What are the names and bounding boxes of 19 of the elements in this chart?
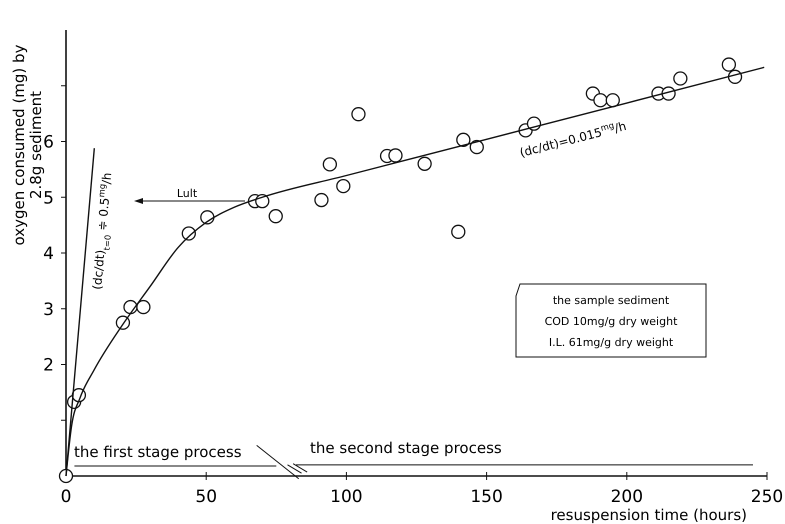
y-tick-label: 6 bbox=[43, 132, 54, 152]
y-tick-label: 3 bbox=[43, 300, 54, 320]
annotation: the first stage process bbox=[74, 443, 242, 461]
x-tick-label: 0 bbox=[60, 487, 72, 507]
annotation: I.L. 61mg/g dry weight bbox=[548, 336, 674, 349]
x-tick-label: 250 bbox=[750, 487, 784, 507]
x-tick-label: 150 bbox=[470, 487, 503, 507]
annotation: Lult bbox=[176, 187, 198, 200]
y-axis-title: oxygen consumed (mg) by 2.8g sediment bbox=[10, 44, 45, 246]
x-tick-label: 200 bbox=[610, 487, 644, 507]
annotation: the second stage process bbox=[310, 439, 502, 457]
y-tick-label: 2 bbox=[43, 356, 54, 376]
annotation: COD 10mg/g dry weight bbox=[544, 315, 678, 328]
annotation: the sample sediment bbox=[552, 294, 670, 307]
y-tick-label: 4 bbox=[43, 244, 54, 264]
x-tick-label: 50 bbox=[195, 487, 218, 507]
x-tick-label: 100 bbox=[330, 487, 363, 507]
y-tick-label: 5 bbox=[43, 188, 54, 208]
x-axis-title: resuspension time (hours) bbox=[550, 506, 747, 524]
